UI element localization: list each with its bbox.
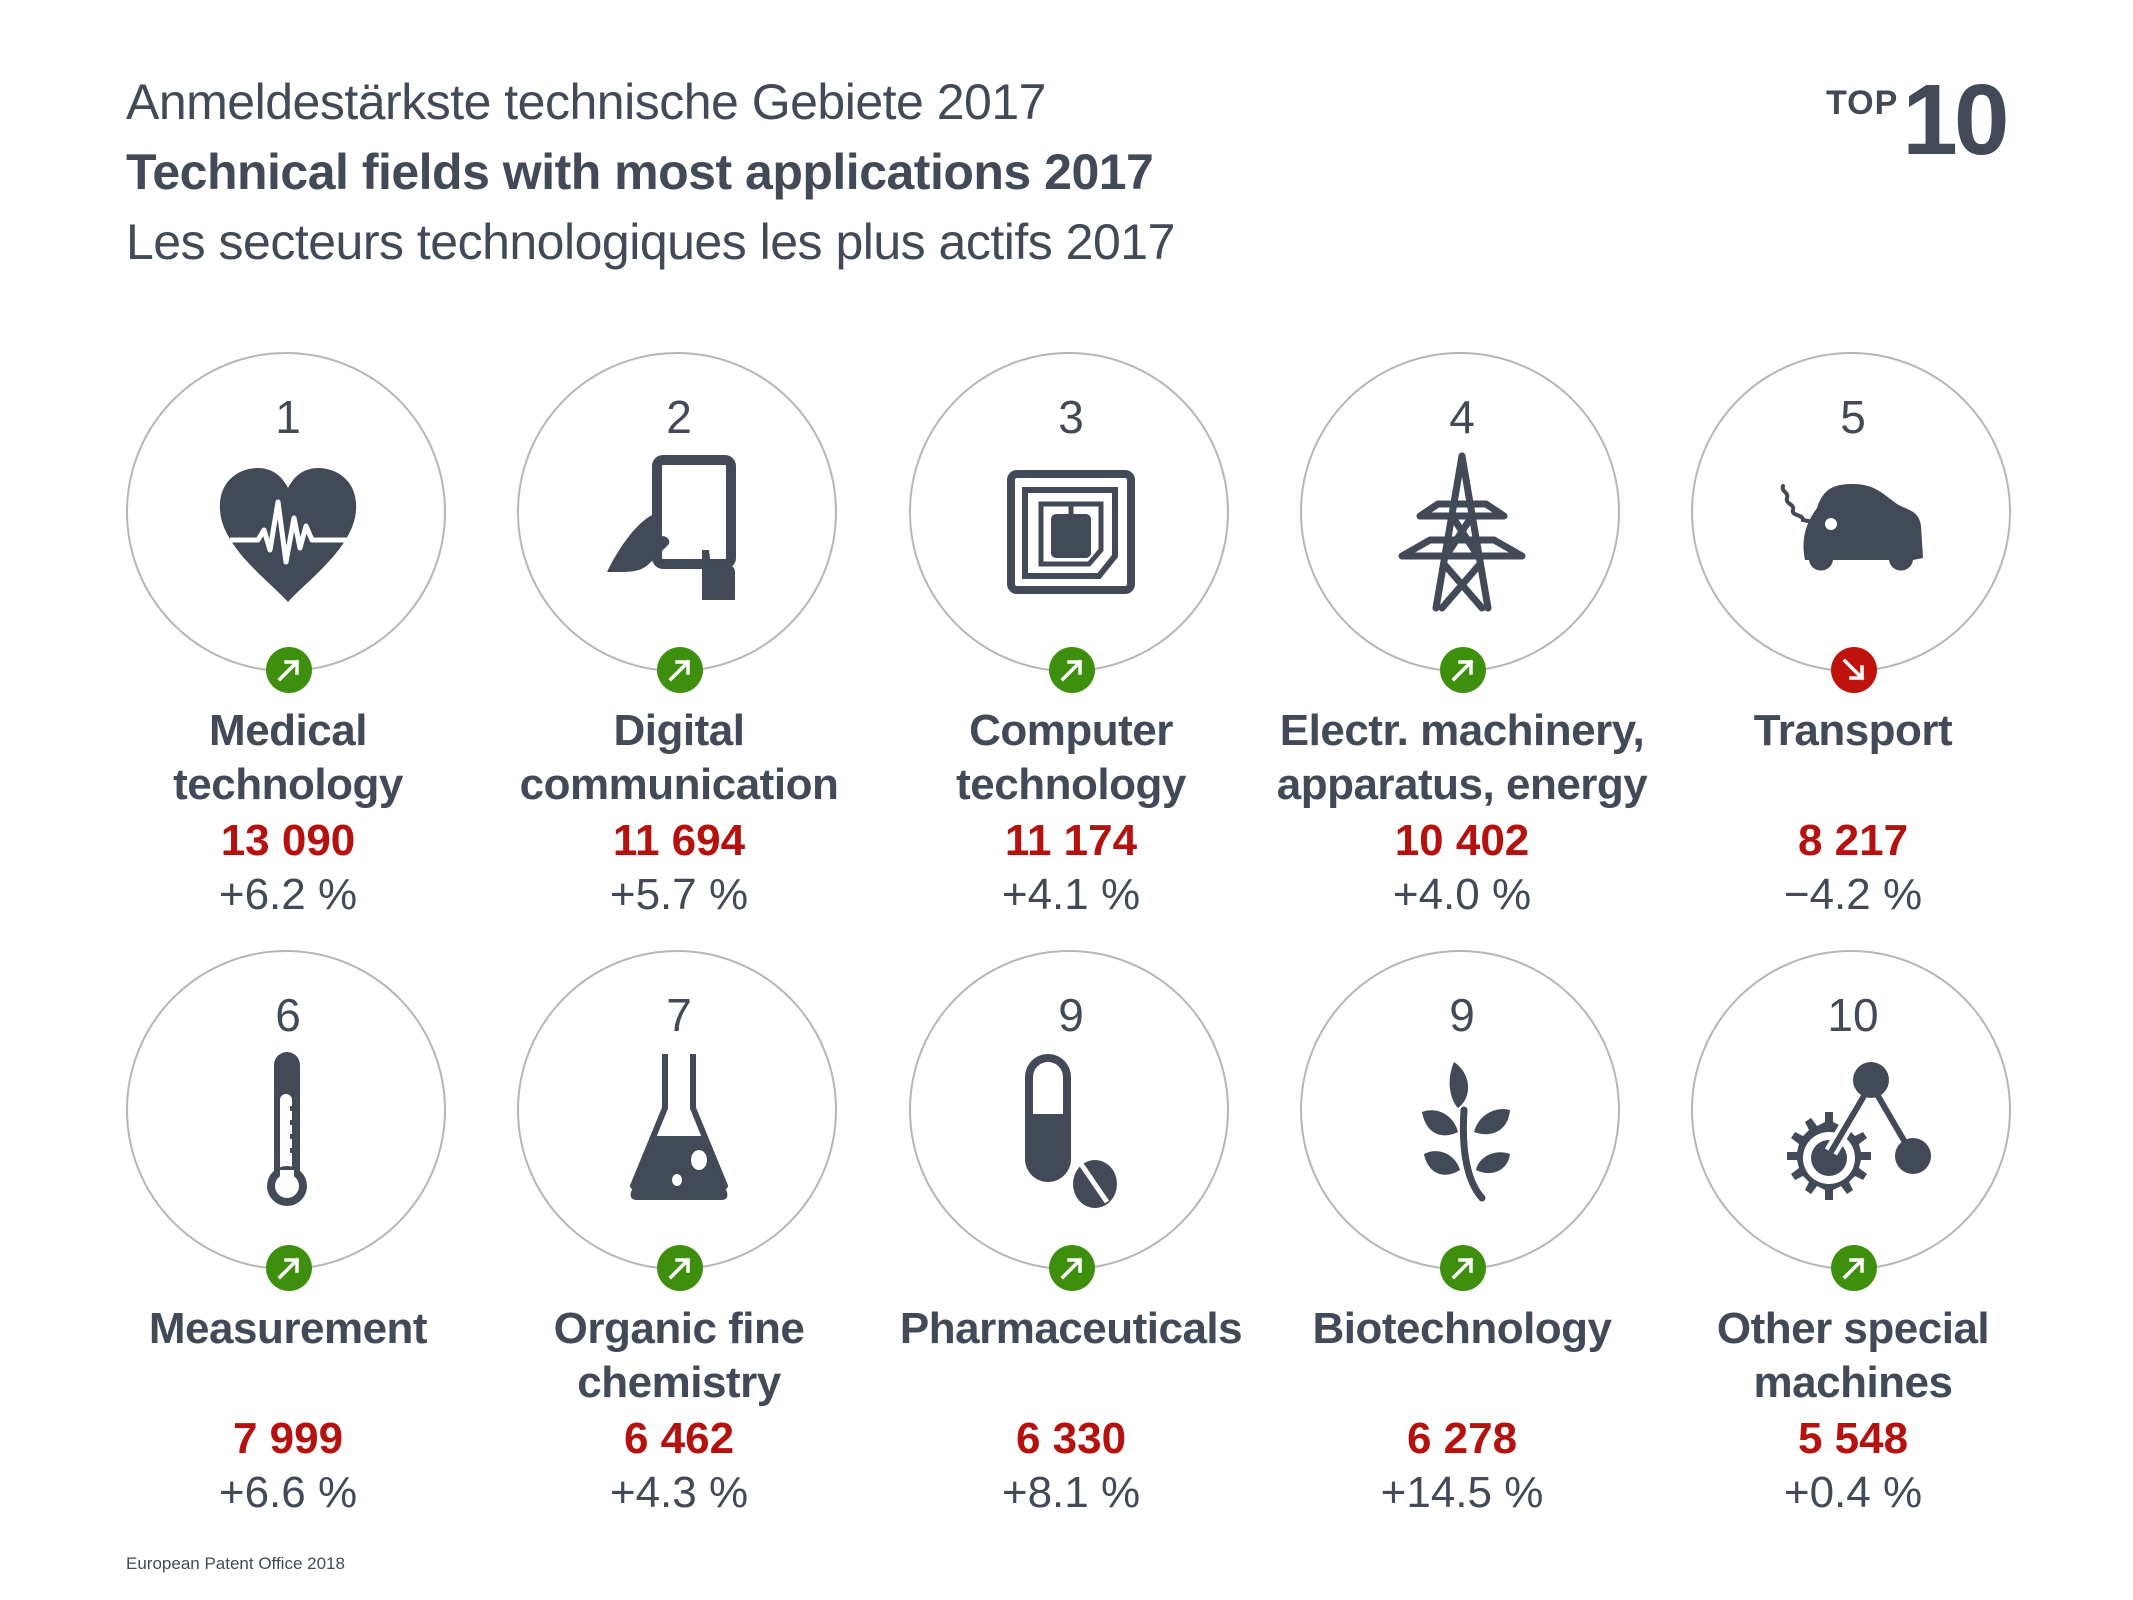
field-label-line1: Computer — [969, 706, 1173, 755]
percent-change: +6.2 % — [218, 870, 358, 919]
rank-number: 6 — [275, 989, 301, 1041]
source-credit: European Patent Office 2018 — [126, 1554, 345, 1573]
field-label-line2: apparatus, energy — [1276, 760, 1648, 809]
rank-number: 2 — [666, 391, 692, 443]
percent-change: +0.4 % — [1783, 1468, 1923, 1517]
heart-pulse-icon — [208, 452, 368, 612]
top10-badge: TOP10 — [1826, 70, 2010, 170]
field-label-line1: Biotechnology — [1312, 1304, 1612, 1353]
field-label-line2: communication — [519, 760, 839, 809]
field-label: Measurement — [78, 1302, 498, 1410]
title-french: Les secteurs technologiques les plus act… — [126, 214, 1175, 270]
icon-circle — [1300, 352, 1620, 672]
rank-number: 9 — [1449, 989, 1475, 1041]
field-label: Biotechnology — [1252, 1302, 1672, 1410]
title-german: Anmeldestärkste technische Gebiete 2017 — [126, 74, 1046, 130]
field-label-line2: technology — [173, 760, 403, 809]
rank-number: 7 — [666, 989, 692, 1041]
applications-count: 6 330 — [1015, 1414, 1127, 1463]
field-label: Other special machines — [1643, 1302, 2063, 1410]
percent-change: +14.5 % — [1380, 1468, 1544, 1517]
field-label-line2 — [1252, 1356, 1672, 1410]
trend-up-icon — [657, 647, 703, 693]
top-number: 10 — [1902, 64, 2009, 176]
field-label: Electr. machinery, apparatus, energy — [1252, 704, 1672, 812]
field-label: Computer technology — [861, 704, 1281, 812]
rank-number: 5 — [1840, 391, 1866, 443]
trend-up-icon — [266, 1245, 312, 1291]
rank-number: 1 — [275, 391, 301, 443]
percent-change: +8.1 % — [1001, 1468, 1141, 1517]
field-label: Medical technology — [78, 704, 498, 812]
field-label: Pharmaceuticals — [861, 1302, 1281, 1410]
field-label-line1: Other special — [1716, 1304, 1990, 1353]
electric-car-icon — [1773, 452, 1933, 612]
tablet-hand-icon — [599, 452, 759, 612]
trend-up-icon — [1831, 1245, 1877, 1291]
rank-number: 3 — [1058, 391, 1084, 443]
field-label-line1: Transport — [1753, 706, 1953, 755]
field-label-line1: Measurement — [148, 1304, 428, 1353]
chip-icon — [991, 452, 1151, 612]
trend-up-icon — [657, 1245, 703, 1291]
title-english: Technical fields with most applications … — [126, 144, 1154, 200]
field-label-line2 — [1643, 758, 2063, 812]
field-label: Transport — [1643, 704, 2063, 812]
flask-icon — [599, 1050, 759, 1210]
applications-count: 11 174 — [1004, 816, 1138, 865]
applications-count: 5 548 — [1797, 1414, 1909, 1463]
trend-up-icon — [1049, 647, 1095, 693]
trend-up-icon — [1049, 1245, 1095, 1291]
applications-count: 8 217 — [1797, 816, 1909, 865]
field-label-line2: chemistry — [577, 1358, 781, 1407]
trend-up-icon — [1440, 1245, 1486, 1291]
trend-up-icon — [1440, 647, 1486, 693]
percent-change: +4.3 % — [609, 1468, 749, 1517]
gear-nodes-icon — [1773, 1050, 1933, 1210]
plant-icon — [1382, 1050, 1542, 1210]
applications-count: 13 090 — [220, 816, 356, 865]
trend-down-icon — [1831, 647, 1877, 693]
applications-count: 7 999 — [232, 1414, 344, 1463]
pill-icon — [991, 1050, 1151, 1210]
field-label-line1: Organic fine — [553, 1304, 805, 1353]
field-label-line1: Pharmaceuticals — [899, 1304, 1243, 1353]
applications-count: 11 694 — [612, 816, 746, 865]
field-label-line2: machines — [1753, 1358, 1953, 1407]
field-label: Digital communication — [469, 704, 889, 812]
field-label: Organic fine chemistry — [469, 1302, 889, 1410]
percent-change: +5.7 % — [609, 870, 749, 919]
field-label-line1: Electr. machinery, — [1279, 706, 1645, 755]
percent-change: +6.6 % — [218, 1468, 358, 1517]
trend-up-icon — [266, 647, 312, 693]
rank-number: 9 — [1058, 989, 1084, 1041]
percent-change: +4.1 % — [1001, 870, 1141, 919]
icon-circle — [517, 352, 837, 672]
field-label-line1: Digital — [613, 706, 745, 755]
applications-count: 10 402 — [1394, 816, 1530, 865]
percent-change: −4.2 % — [1783, 870, 1923, 919]
icon-circle — [1300, 950, 1620, 1270]
field-label-line2 — [78, 1356, 498, 1410]
rank-number: 4 — [1449, 391, 1475, 443]
percent-change: +4.0 % — [1392, 870, 1532, 919]
applications-count: 6 278 — [1406, 1414, 1518, 1463]
rank-number: 10 — [1827, 989, 1879, 1041]
applications-count: 6 462 — [623, 1414, 735, 1463]
icon-circle — [517, 950, 837, 1270]
top-label: TOP — [1826, 84, 1899, 122]
thermometer-icon — [208, 1050, 368, 1210]
power-pylon-icon — [1382, 452, 1542, 612]
field-label-line2: technology — [956, 760, 1186, 809]
field-label-line1: Medical — [209, 706, 367, 755]
field-label-line2 — [861, 1356, 1281, 1410]
